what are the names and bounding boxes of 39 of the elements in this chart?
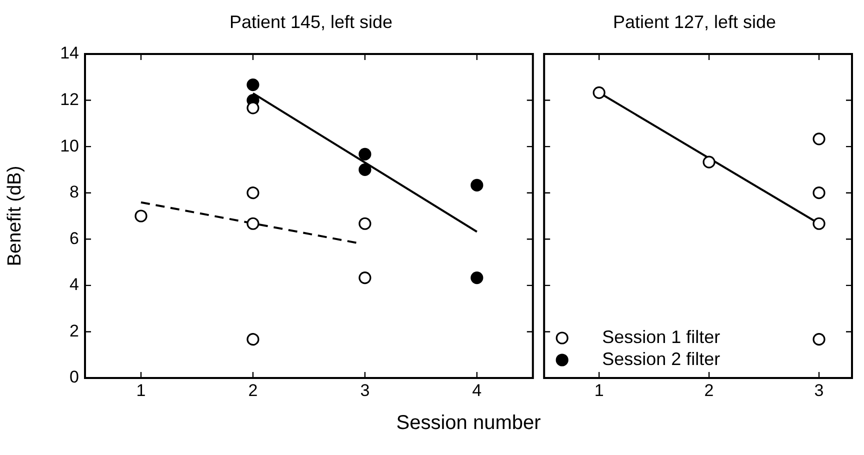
x-tick-label: 4: [472, 380, 482, 400]
point: [812, 132, 826, 146]
point: [246, 186, 260, 200]
y-tick-label: 12: [60, 90, 79, 109]
y-tick-label: 2: [70, 321, 79, 340]
point: [358, 217, 372, 230]
x-tick-label: 1: [594, 380, 604, 400]
point: [246, 333, 260, 346]
point: [134, 210, 148, 222]
point: [592, 86, 606, 99]
y-tick-label: 6: [70, 228, 79, 248]
point: [358, 163, 372, 176]
x-tick-label: 2: [248, 380, 258, 400]
y-tick-label: 14: [60, 44, 79, 63]
x-tick-label: 2: [704, 380, 714, 400]
point: [246, 78, 260, 92]
y-axis-title: Benefit (dB): [4, 166, 26, 266]
point: [246, 102, 260, 114]
y-tick-label: 0: [70, 368, 79, 387]
y-tick-label: 8: [70, 182, 79, 202]
point: [470, 178, 484, 192]
y-tick-label: 4: [70, 275, 79, 294]
x-tick-label: 3: [360, 380, 370, 400]
y-tick-label: 10: [60, 136, 79, 156]
point: [702, 156, 716, 168]
legend-label: Session 1 filter: [602, 326, 720, 347]
x-tick-label: 3: [814, 380, 824, 400]
point: [358, 271, 372, 284]
x-axis-title: Session number: [395, 412, 542, 435]
point: [812, 333, 826, 346]
point: [812, 186, 826, 200]
x-tick-label: 1: [136, 380, 146, 400]
point: [812, 217, 826, 230]
legend-label: Session 2 filter: [602, 348, 720, 369]
point: [246, 217, 260, 230]
point: [470, 271, 484, 284]
point: [358, 148, 372, 161]
chart-title: Patient 127, left side: [612, 12, 778, 33]
chart-title: Patient 145, left side: [228, 12, 394, 33]
